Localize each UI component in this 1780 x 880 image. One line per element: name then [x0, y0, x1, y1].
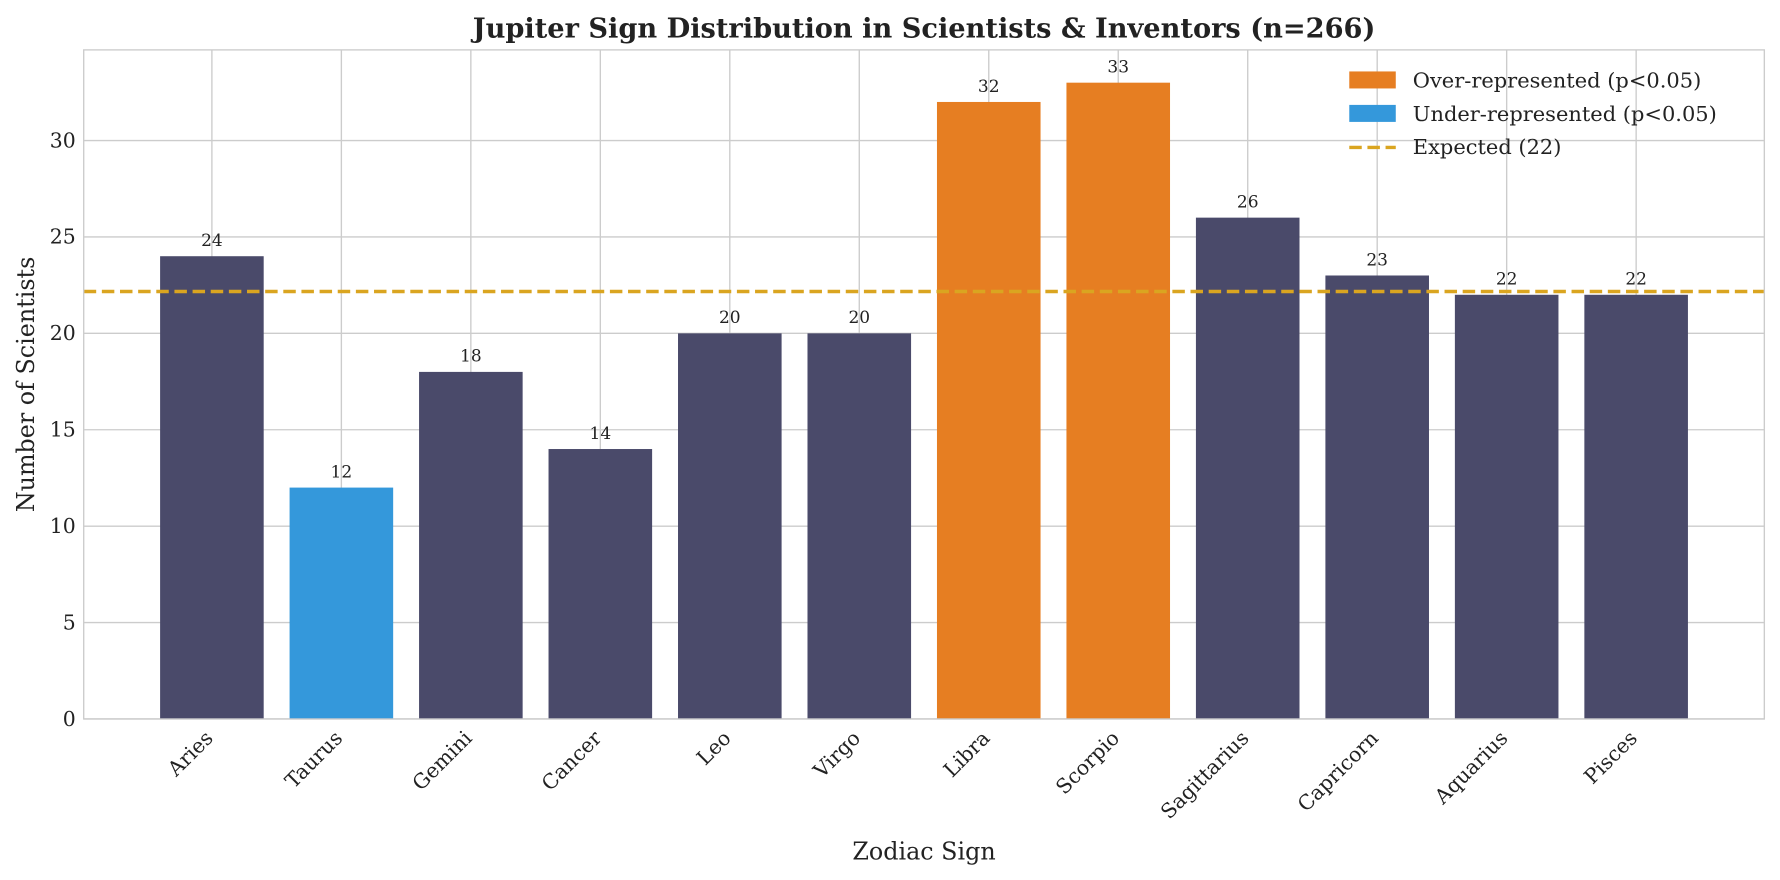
x-tick-label: Leo: [692, 726, 736, 770]
data-label: 32: [978, 77, 1000, 97]
bar-scorpio: [1066, 82, 1171, 719]
legend-label: Over-represented (p<0.05): [1413, 68, 1701, 92]
bar-libra: [936, 101, 1041, 719]
y-tick-label: 10: [50, 514, 76, 538]
x-tick-label: Libra: [939, 726, 995, 782]
data-label: 20: [848, 308, 870, 328]
legend-over-swatch: [1349, 71, 1396, 89]
y-tick-label: 30: [50, 128, 76, 152]
plot-frame: [83, 49, 1766, 720]
x-tick-label: Pisces: [1579, 726, 1642, 789]
bar-capricorn: [1325, 275, 1429, 719]
x-tick-label: Sagittarius: [1156, 726, 1254, 824]
legend: Over-represented (p<0.05) Under-represent…: [1349, 68, 1717, 159]
data-label: 18: [460, 347, 482, 367]
data-label: 12: [331, 462, 353, 482]
data-label: 33: [1107, 57, 1129, 77]
y-tick-label: 25: [50, 225, 76, 249]
bar-sagittarius: [1195, 217, 1300, 719]
y-axis-label: Number of Scientists: [12, 257, 40, 512]
bar-virgo: [807, 333, 912, 719]
x-axis-ticks: Aries Taurus Gemini Cancer Leo Virgo Libra Scor…: [162, 726, 1642, 824]
y-tick-label: 0: [63, 707, 76, 731]
legend-under-swatch: [1349, 104, 1396, 122]
x-tick-label: Aries: [162, 726, 218, 782]
legend-label: Under-represented (p<0.05): [1413, 102, 1717, 126]
data-label: 26: [1237, 192, 1259, 212]
x-tick-label: Virgo: [808, 726, 865, 783]
bar-pisces: [1584, 294, 1688, 719]
chart-title: Jupiter Sign Distribution in Scientists …: [471, 12, 1376, 44]
bar-aquarius: [1454, 294, 1559, 719]
x-tick-label: Aquarius: [1429, 726, 1512, 809]
bar-gemini: [419, 371, 523, 719]
x-tick-label: Scorpio: [1051, 726, 1124, 799]
data-label: 23: [1366, 250, 1388, 270]
bars: [83, 82, 1765, 719]
legend-label: Expected (22): [1413, 135, 1562, 159]
data-label: 24: [201, 231, 223, 251]
x-tick-label: Capricorn: [1293, 726, 1383, 816]
x-tick-label: Taurus: [280, 726, 347, 793]
y-tick-label: 20: [50, 321, 76, 345]
bar-aries: [160, 256, 264, 719]
bar-taurus: [289, 487, 394, 719]
y-axis-ticks: 0 5 10 15 20 25 30: [50, 128, 76, 730]
y-tick-label: 5: [63, 610, 76, 634]
bar-leo: [678, 333, 782, 719]
x-tick-label: Gemini: [407, 726, 477, 796]
bar-cancer: [548, 449, 653, 719]
data-labels: 24 12 18 14 20 20 32 33 26 23 22 22: [201, 57, 1647, 482]
data-label: 20: [719, 308, 741, 328]
x-tick-label: Cancer: [537, 726, 607, 796]
data-label: 22: [1496, 270, 1518, 290]
x-axis-label: Zodiac Sign: [852, 838, 995, 866]
data-label: 14: [590, 424, 612, 444]
y-tick-label: 15: [50, 418, 76, 442]
data-label: 22: [1625, 270, 1647, 290]
